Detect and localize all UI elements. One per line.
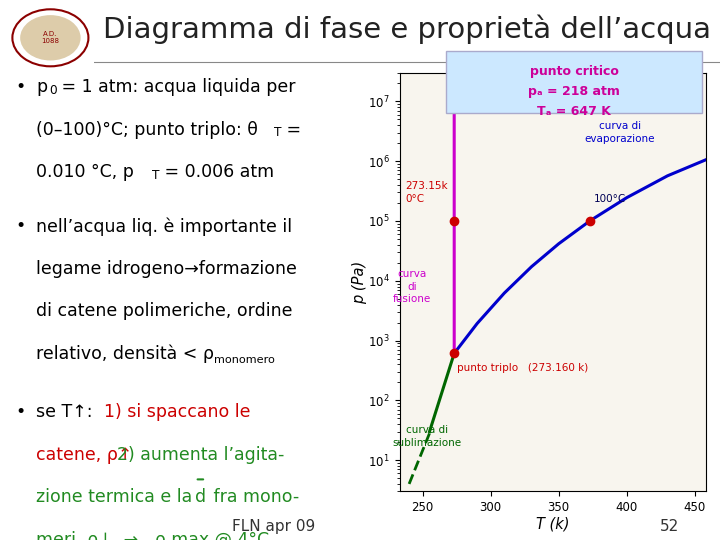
Text: fra mono-: fra mono- <box>207 488 299 507</box>
Text: 100°C: 100°C <box>594 194 626 204</box>
Text: nell’acqua liq. è importante il: nell’acqua liq. è importante il <box>36 217 292 235</box>
Text: •: • <box>15 217 25 235</box>
Text: A.D.
1088: A.D. 1088 <box>42 31 60 44</box>
Text: curva di
evaporazione: curva di evaporazione <box>585 122 655 144</box>
Text: 1) si spaccano le: 1) si spaccano le <box>104 403 250 421</box>
FancyBboxPatch shape <box>446 51 702 113</box>
Text: pₐ = 218 atm: pₐ = 218 atm <box>528 85 620 98</box>
Text: = 1 atm: acqua liquida per: = 1 atm: acqua liquida per <box>55 78 295 96</box>
Text: T: T <box>152 169 159 182</box>
Text: zione termica e la: zione termica e la <box>36 488 198 507</box>
Text: d: d <box>195 488 206 507</box>
X-axis label: T (k): T (k) <box>536 517 570 532</box>
Text: punto critico: punto critico <box>530 65 618 78</box>
Text: Tₐ = 647 K: Tₐ = 647 K <box>537 105 611 118</box>
Text: •: • <box>15 78 25 96</box>
Text: di catene polimeriche, ordine: di catene polimeriche, ordine <box>36 302 292 320</box>
Text: = 0.006 atm: = 0.006 atm <box>159 164 274 181</box>
Text: Diagramma di fase e proprietà dell’acqua: Diagramma di fase e proprietà dell’acqua <box>103 15 711 44</box>
Text: curva
di
fusione: curva di fusione <box>392 269 431 304</box>
Text: punto triplo   (273.160 k): punto triplo (273.160 k) <box>456 363 588 373</box>
Text: 52: 52 <box>660 519 679 534</box>
Circle shape <box>20 15 81 60</box>
Text: =: = <box>281 121 301 139</box>
Text: 2) aumenta l’agita-: 2) aumenta l’agita- <box>117 446 284 464</box>
Text: 0: 0 <box>49 84 56 97</box>
Text: curva di
sublimazione: curva di sublimazione <box>392 425 462 448</box>
Text: (0–100)°C; punto triplo: θ: (0–100)°C; punto triplo: θ <box>36 121 258 139</box>
Text: meri, ρ↓  →   ρ max @ 4°C: meri, ρ↓ → ρ max @ 4°C <box>36 531 269 540</box>
Text: •: • <box>15 403 25 421</box>
Text: legame idrogeno→formazione: legame idrogeno→formazione <box>36 260 297 278</box>
Text: monomero: monomero <box>214 355 275 365</box>
Y-axis label: p (Pa): p (Pa) <box>351 260 366 304</box>
Text: se T↑:: se T↑: <box>36 403 104 421</box>
Text: 0.010 °C, p: 0.010 °C, p <box>36 164 134 181</box>
Text: FLN apr 09: FLN apr 09 <box>232 519 315 534</box>
Text: 273.15k
0°C: 273.15k 0°C <box>405 181 448 204</box>
Text: T: T <box>274 126 282 139</box>
Text: relativo, densità < ρ: relativo, densità < ρ <box>36 345 214 363</box>
Text: p: p <box>36 78 48 96</box>
Text: catene, ρ↑: catene, ρ↑ <box>36 446 143 464</box>
